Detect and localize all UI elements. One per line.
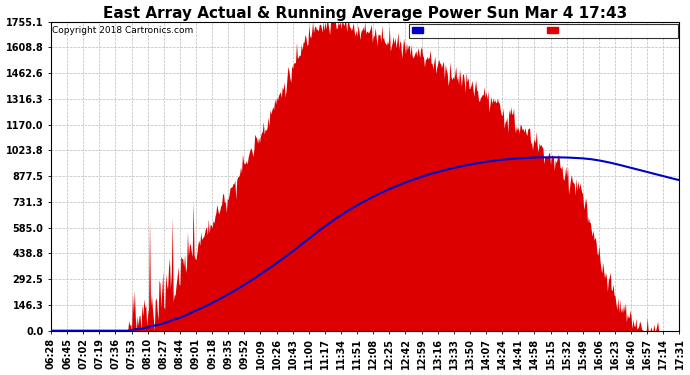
Text: Copyright 2018 Cartronics.com: Copyright 2018 Cartronics.com (52, 26, 193, 35)
Title: East Array Actual & Running Average Power Sun Mar 4 17:43: East Array Actual & Running Average Powe… (103, 6, 627, 21)
Legend: Average  (DC Watts), East Array  (DC Watts): Average (DC Watts), East Array (DC Watts… (409, 24, 678, 38)
